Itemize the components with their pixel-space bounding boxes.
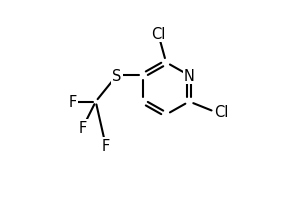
Text: F: F: [68, 95, 77, 109]
Text: S: S: [112, 69, 122, 83]
Text: F: F: [102, 139, 110, 153]
Text: Cl: Cl: [214, 105, 229, 119]
Text: Cl: Cl: [151, 27, 165, 41]
Text: F: F: [79, 121, 87, 135]
Text: N: N: [184, 69, 195, 83]
